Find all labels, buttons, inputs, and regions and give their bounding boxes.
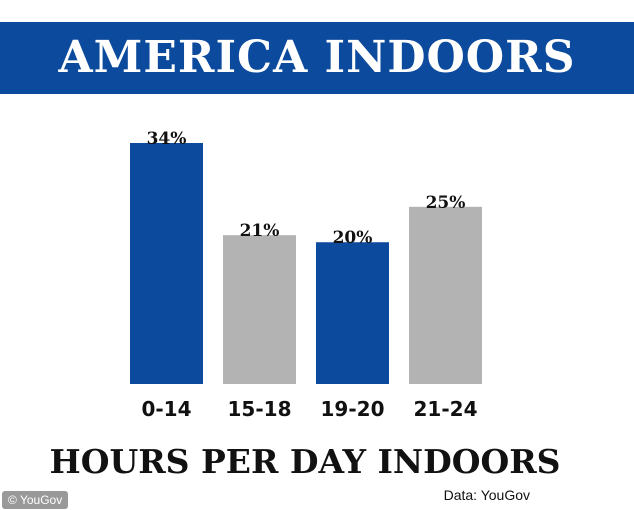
bar-21-24 [409, 206, 482, 384]
tick-labels-layer: 0-14 15-18 19-20 21-24 [141, 397, 477, 421]
value-label-21-24: 25% [426, 193, 466, 213]
value-label-15-18: 21% [240, 221, 280, 241]
bar-19-20 [316, 242, 389, 384]
x-tick-label-19-20: 19-20 [321, 397, 385, 421]
x-tick-label-15-18: 15-18 [228, 397, 292, 421]
watermark: © YouGov [2, 491, 69, 509]
bar-15-18 [223, 235, 296, 384]
value-label-0-14: 34% [147, 129, 187, 149]
title-banner [0, 22, 634, 94]
bars-layer [130, 143, 482, 384]
value-label-19-20: 20% [333, 228, 373, 248]
x-axis-label: HOURS PER DAY INDOORS [49, 442, 561, 481]
source-note: Data: YouGov [443, 487, 530, 503]
x-tick-label-0-14: 0-14 [141, 397, 191, 421]
value-labels-layer: 34% 21% 20% 25% [147, 129, 466, 248]
x-tick-label-21-24: 21-24 [414, 397, 478, 421]
chart-title: AMERICA INDOORS [58, 32, 576, 83]
bar-0-14 [130, 143, 203, 384]
